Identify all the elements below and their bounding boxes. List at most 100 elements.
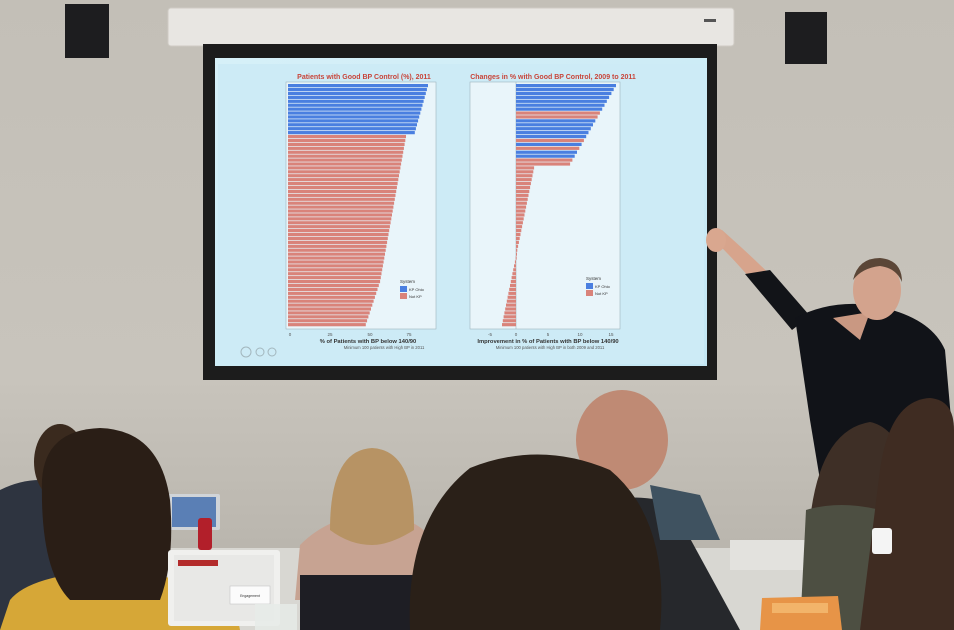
bar [516, 201, 527, 205]
bar [288, 119, 419, 123]
left-chart-bars [288, 84, 428, 327]
bar [516, 236, 520, 241]
bar [509, 287, 516, 292]
coffee-cup [255, 604, 297, 630]
bar [288, 252, 385, 256]
bar [288, 107, 422, 111]
bar [516, 205, 527, 209]
bar [288, 162, 402, 166]
bar [288, 209, 393, 213]
right-chart-title: Changes in % with Good BP Control, 2009 … [470, 74, 636, 81]
bar [288, 276, 381, 280]
bar [288, 319, 368, 323]
bar [503, 315, 516, 319]
bar [288, 272, 382, 276]
legend-swatch-notkp [400, 293, 407, 299]
bar [516, 119, 596, 123]
bar [510, 279, 516, 284]
tick-label: 5 [547, 332, 550, 337]
bar [516, 248, 518, 252]
right-chart-xlabel: Improvement in % of Patients with BP bel… [477, 339, 618, 345]
bar [516, 217, 524, 221]
bar [516, 146, 580, 150]
audience: Engagement [0, 390, 954, 630]
bar [516, 115, 598, 119]
bar [288, 99, 424, 103]
left-chart-note: Minimum 100 patients with High BP in 201… [344, 345, 425, 350]
left-chart-ticks: 0 25 50 75 [289, 332, 412, 337]
play-icon[interactable] [240, 346, 252, 358]
bar [508, 291, 516, 295]
bar [516, 209, 526, 213]
presenter-head [853, 260, 901, 320]
menu-icon[interactable] [267, 347, 277, 357]
bar [516, 134, 587, 139]
bar [288, 181, 398, 186]
bar [504, 311, 516, 315]
bar [288, 138, 406, 143]
bar [288, 268, 383, 272]
bar [288, 260, 384, 264]
bar [516, 99, 607, 103]
bar [288, 323, 366, 327]
bar [288, 232, 389, 237]
bar [288, 197, 395, 201]
bar [506, 303, 516, 307]
right-chart-bars [502, 84, 616, 327]
right-chart-legend: System KP Ohio Not KP [586, 276, 611, 296]
left-chart: Patients with Good BP Control (%), 2011 … [285, 74, 437, 350]
bar [288, 213, 392, 217]
left-chart-xlabel: % of Patients with BP below 140/90 [320, 339, 417, 345]
bar [516, 142, 582, 146]
bar [516, 91, 612, 96]
bar [516, 150, 577, 154]
bar [516, 123, 593, 127]
bar [516, 111, 600, 115]
legend-swatch-notkp [586, 290, 593, 296]
bar [502, 319, 516, 323]
bar [516, 189, 530, 194]
bar [288, 307, 371, 311]
bar [288, 154, 403, 158]
bar [288, 185, 397, 190]
legend-swatch-kp [586, 283, 593, 289]
bar [288, 103, 423, 107]
bar [288, 236, 388, 241]
bar [288, 146, 404, 150]
bar [516, 213, 525, 217]
bar [505, 307, 516, 311]
legend-title: System [400, 279, 415, 284]
bar [516, 84, 616, 88]
laptop-sticker [229, 585, 271, 605]
bar [288, 174, 399, 178]
legend-swatch-kp [400, 286, 407, 292]
tick-label: 0 [289, 332, 292, 337]
left-chart-title: Patients with Good BP Control (%), 2011 [297, 74, 431, 81]
tick-label: 75 [406, 332, 412, 337]
bar [516, 252, 517, 256]
tick-label: 10 [577, 332, 583, 337]
bar [516, 181, 531, 186]
bar [288, 123, 417, 127]
audience-member-right-2 [860, 398, 954, 630]
bar [506, 299, 516, 303]
bar [288, 178, 399, 182]
slideshow-controls[interactable] [240, 346, 277, 358]
legend-label: KP Ohio [409, 287, 425, 292]
bar [288, 303, 373, 307]
bar [516, 174, 533, 178]
bar [288, 131, 415, 135]
laptop-left[interactable] [168, 494, 220, 550]
bar [288, 189, 397, 194]
bar [514, 260, 516, 264]
bar [288, 299, 374, 303]
bar [288, 111, 421, 115]
bar [516, 154, 575, 158]
bar [516, 162, 571, 166]
bar [288, 264, 383, 268]
left-chart-legend: System KP Ohio Not KP [400, 279, 425, 299]
pen-icon[interactable] [255, 347, 265, 357]
bar [288, 95, 425, 99]
bar [512, 272, 516, 276]
presenter-hand [706, 228, 726, 252]
